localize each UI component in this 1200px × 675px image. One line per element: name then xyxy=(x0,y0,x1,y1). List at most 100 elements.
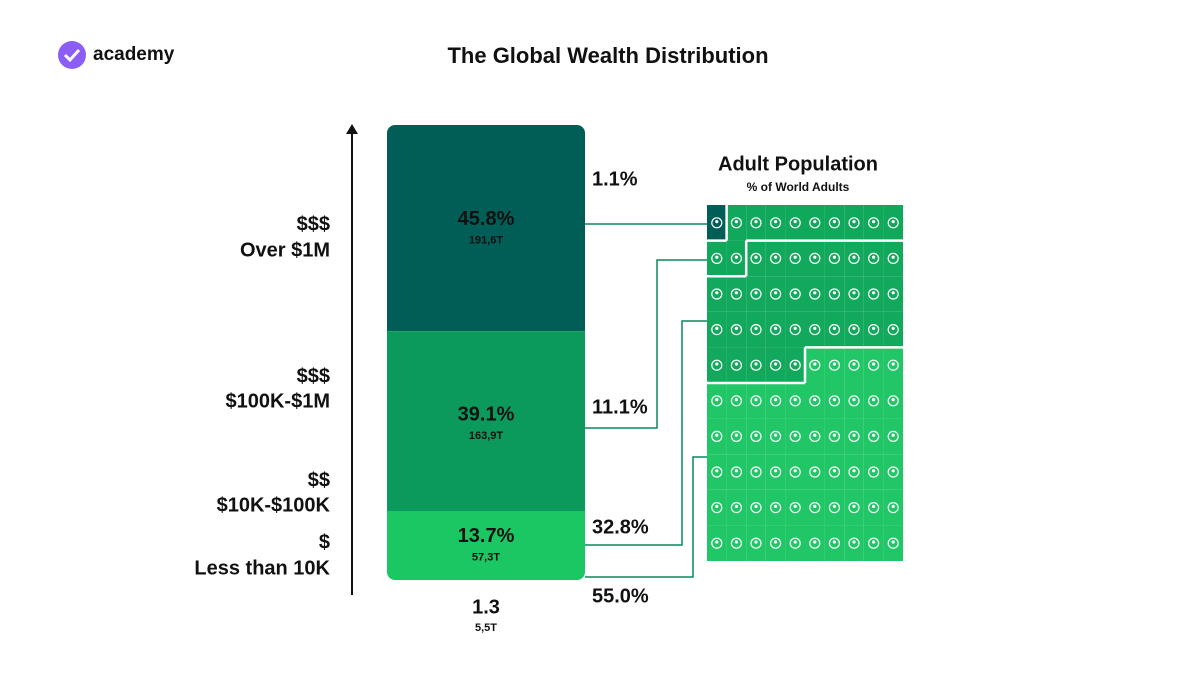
person-head xyxy=(715,540,719,544)
person-head xyxy=(891,433,895,437)
person-icon xyxy=(848,537,860,549)
segment-total: 191,6T xyxy=(469,235,504,247)
person-icon xyxy=(769,466,782,478)
person-icon xyxy=(750,359,762,371)
person-head xyxy=(832,291,837,295)
person-icon xyxy=(809,324,821,336)
segment-share: 39.1% xyxy=(458,403,515,425)
title: The Global Wealth Distribution xyxy=(447,43,768,68)
segment-share: 1.3 xyxy=(472,596,500,618)
person-icon xyxy=(789,324,801,336)
segment-share: 45.8% xyxy=(458,208,515,230)
person-icon xyxy=(887,430,899,442)
population-share: 1.1% xyxy=(592,168,638,190)
person-icon xyxy=(730,288,743,300)
person-icon xyxy=(750,252,762,264)
person-icon xyxy=(730,252,743,264)
person-head xyxy=(754,255,758,259)
tier-range: Less than 10K xyxy=(194,557,330,579)
person-icon xyxy=(711,359,723,371)
person-icon xyxy=(789,288,801,300)
person-head xyxy=(734,362,739,366)
connector xyxy=(585,259,707,429)
person-head xyxy=(734,255,739,259)
person-head xyxy=(852,291,856,295)
person-icon xyxy=(848,217,860,229)
logo-text: academy xyxy=(93,44,175,65)
person-icon xyxy=(887,288,899,300)
person-icon xyxy=(809,395,821,407)
person-icon xyxy=(887,359,899,371)
person-icon xyxy=(750,324,762,336)
person-head xyxy=(774,362,778,366)
person-icon xyxy=(769,217,782,229)
person-head xyxy=(852,326,856,330)
person-head xyxy=(891,326,895,330)
person-icon xyxy=(828,537,841,549)
person-icon xyxy=(867,288,880,300)
person-icon xyxy=(769,395,782,407)
person-head xyxy=(754,220,758,224)
person-icon xyxy=(809,252,821,264)
person-icon xyxy=(828,502,841,514)
person-icon xyxy=(711,430,723,442)
person-icon xyxy=(750,430,762,442)
person-head xyxy=(832,362,837,366)
person-head xyxy=(891,220,895,224)
person-head xyxy=(891,398,895,402)
person-head xyxy=(813,398,817,402)
person-icon xyxy=(848,430,860,442)
person-icon xyxy=(789,537,801,549)
person-head xyxy=(754,291,758,295)
person-icon xyxy=(789,395,801,407)
person-icon xyxy=(809,217,821,229)
person-icon xyxy=(848,288,860,300)
person-head xyxy=(734,220,739,224)
person-icon xyxy=(887,217,899,229)
person-head xyxy=(715,220,719,224)
person-head xyxy=(872,540,876,544)
person-head xyxy=(832,255,837,259)
bar-segment xyxy=(387,331,585,511)
bar-segment xyxy=(387,511,585,575)
person-head xyxy=(852,469,856,473)
person-head xyxy=(793,362,797,366)
person-icon xyxy=(867,502,880,514)
person-head xyxy=(813,255,817,259)
segment-share: 13.7% xyxy=(458,525,515,547)
person-head xyxy=(793,291,797,295)
person-icon xyxy=(769,252,782,264)
person-icon xyxy=(867,466,880,478)
person-head xyxy=(793,540,797,544)
person-head xyxy=(793,469,797,473)
person-icon xyxy=(711,288,723,300)
person-head xyxy=(813,220,817,224)
person-icon xyxy=(769,359,782,371)
bar-segment xyxy=(387,125,585,332)
population-share: 11.1% xyxy=(592,396,648,418)
connector xyxy=(585,456,707,578)
person-head xyxy=(872,504,876,508)
person-head xyxy=(872,469,876,473)
person-head xyxy=(774,220,778,224)
person-head xyxy=(852,398,856,402)
person-head xyxy=(754,540,758,544)
person-head xyxy=(774,540,778,544)
person-icon xyxy=(769,324,782,336)
person-head xyxy=(813,504,817,508)
logo-check xyxy=(63,48,81,63)
person-head xyxy=(813,291,817,295)
population-share: 55.0% xyxy=(592,585,649,607)
person-head xyxy=(813,326,817,330)
person-icon xyxy=(828,466,841,478)
tier-range: Over $1M xyxy=(240,239,330,261)
logo-icon xyxy=(58,41,86,69)
person-head xyxy=(832,326,837,330)
person-head xyxy=(754,469,758,473)
person-icon xyxy=(887,324,899,336)
person-head xyxy=(852,362,856,366)
person-icon xyxy=(750,395,762,407)
person-head xyxy=(891,362,895,366)
bar-segment xyxy=(387,574,585,580)
person-icon xyxy=(828,252,841,264)
